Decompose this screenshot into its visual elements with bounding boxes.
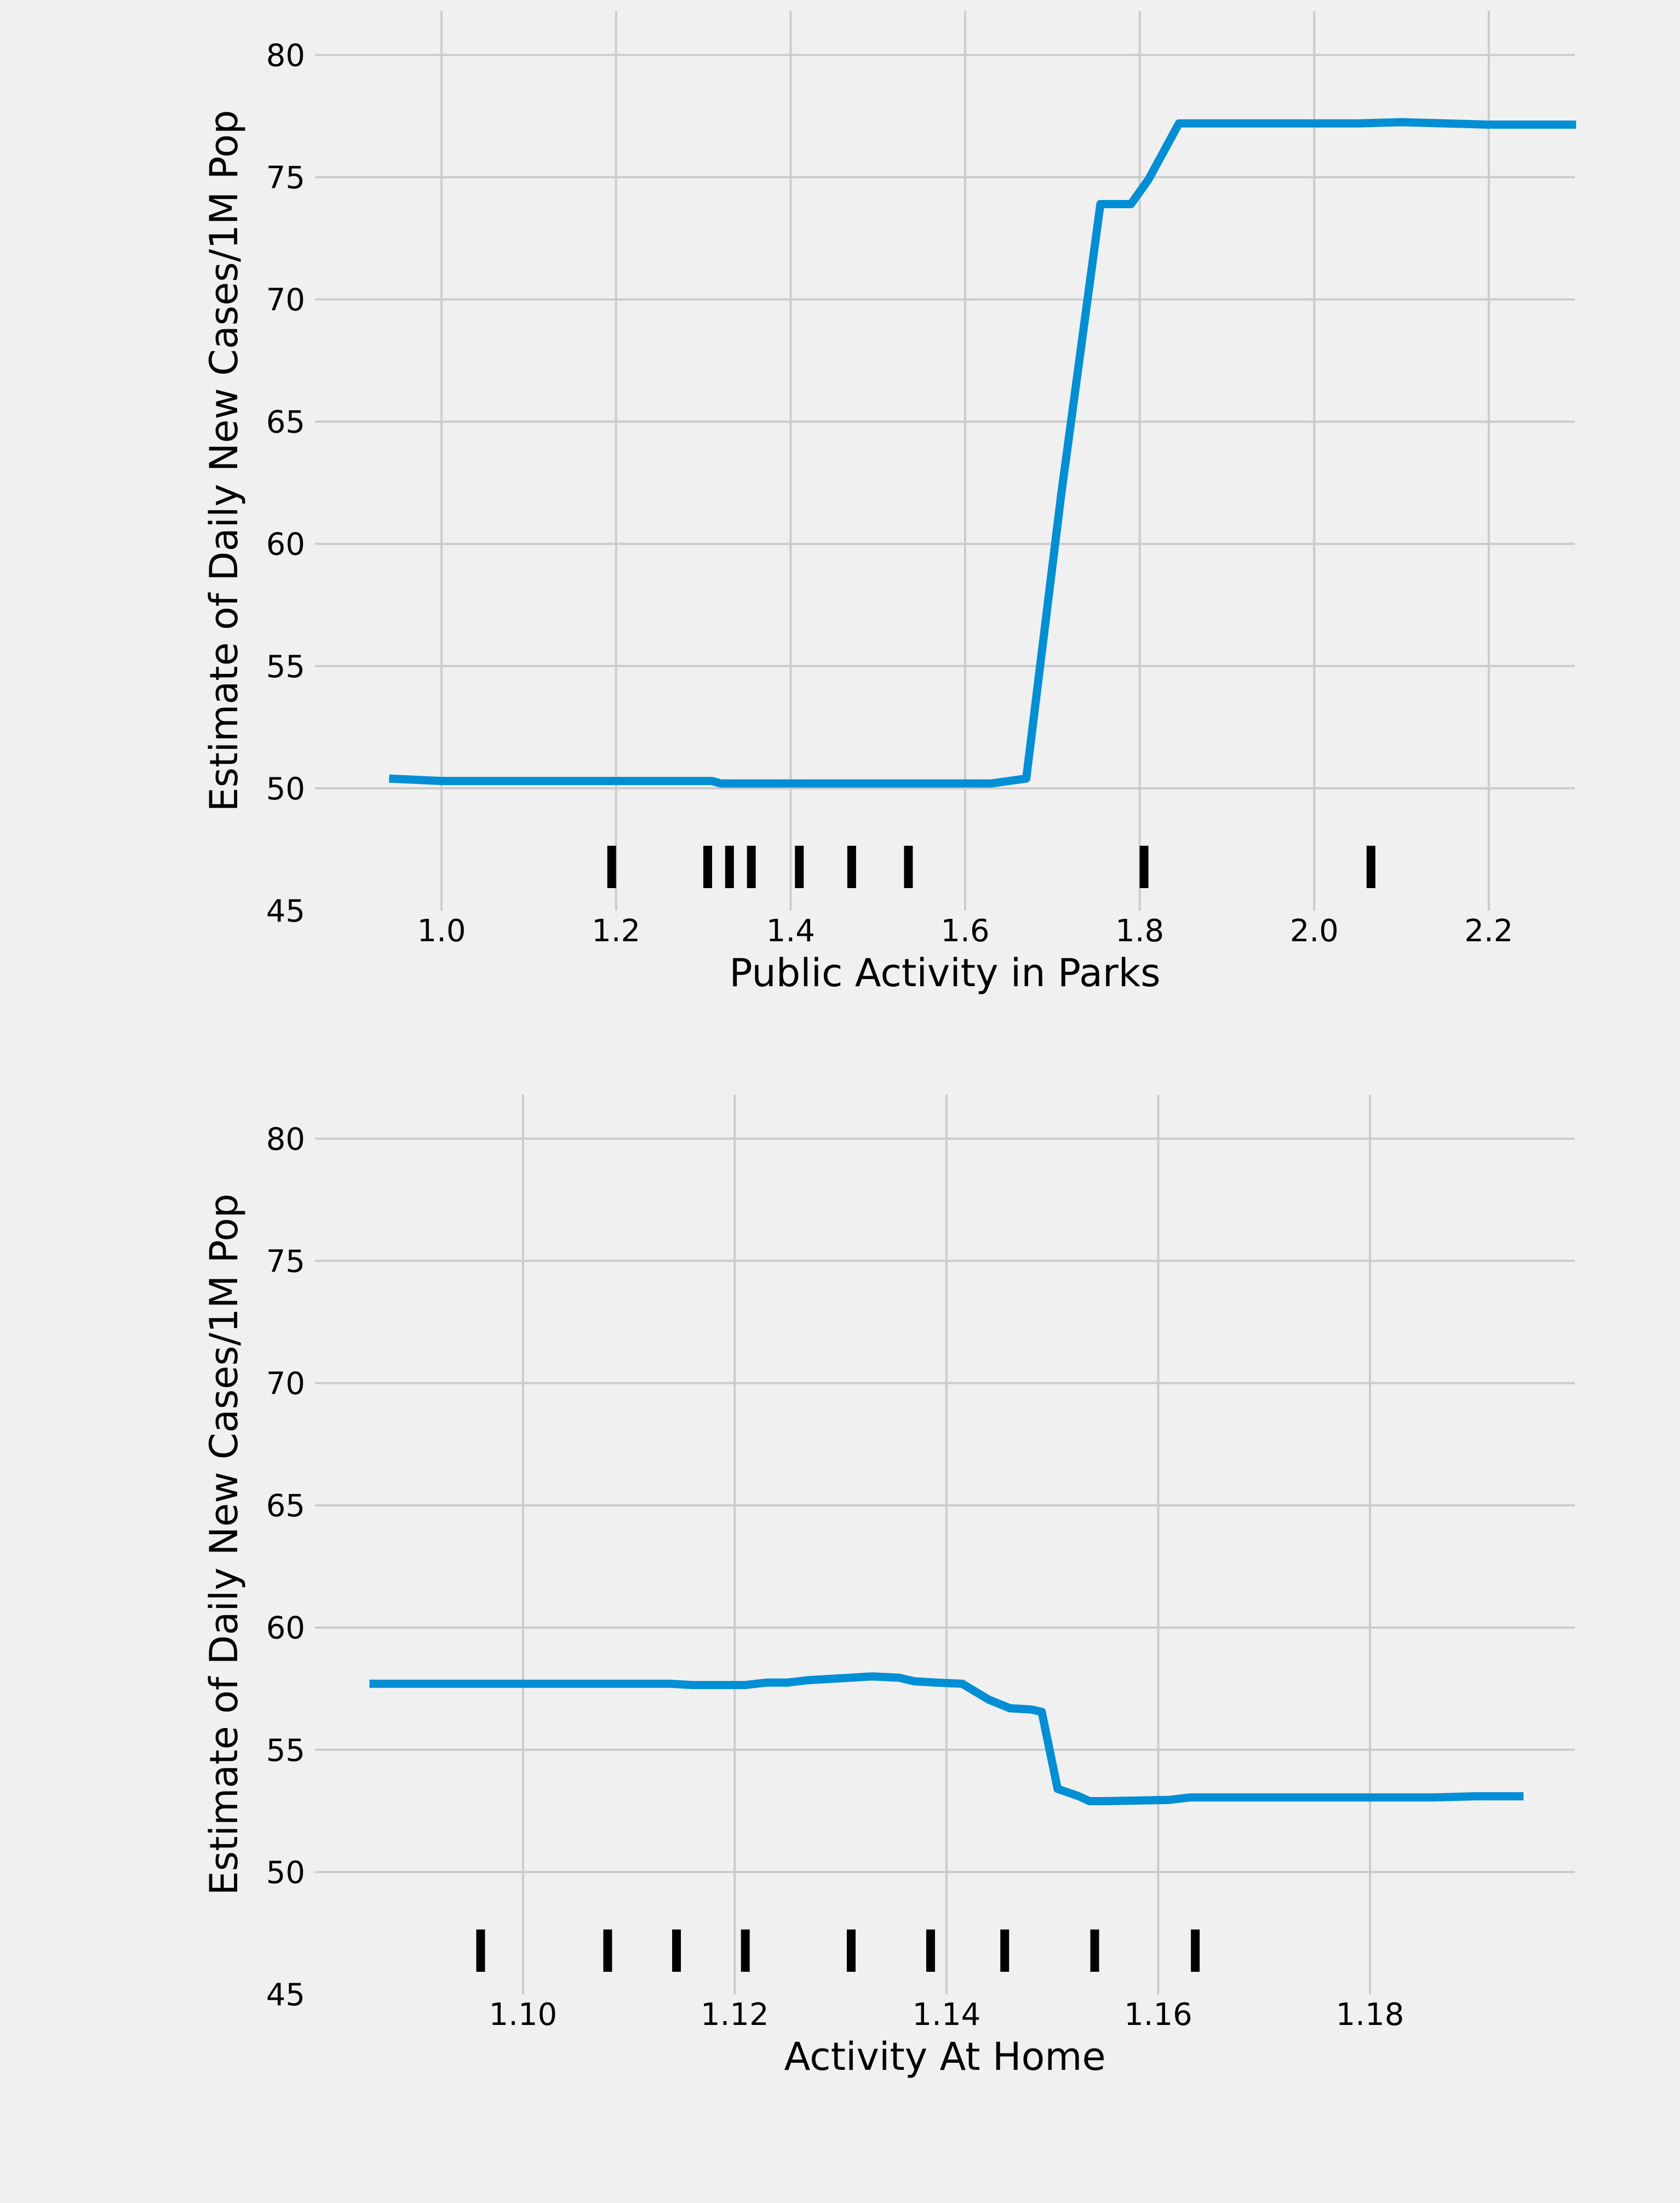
y-tick-label: 55 bbox=[266, 649, 305, 685]
y-tick-label: 45 bbox=[266, 894, 305, 929]
x-tick-label: 1.6 bbox=[941, 913, 989, 949]
x-axis-label: Public Activity in Parks bbox=[729, 951, 1160, 995]
x-tick-label: 1.16 bbox=[1124, 1997, 1192, 2033]
y-axis-label: Estimate of Daily New Cases/1M Pop bbox=[202, 110, 246, 812]
y-tick-label: 75 bbox=[266, 160, 305, 196]
y-tick-label: 70 bbox=[266, 1366, 305, 1402]
x-tick-label: 1.2 bbox=[592, 913, 640, 949]
y-tick-label: 60 bbox=[266, 527, 305, 563]
x-tick-label: 1.10 bbox=[489, 1997, 557, 2033]
y-tick-label: 50 bbox=[266, 771, 305, 807]
y-tick-label: 65 bbox=[266, 405, 305, 440]
series-line bbox=[389, 118, 1576, 788]
x-tick-label: 1.8 bbox=[1115, 913, 1164, 949]
y-tick-label: 45 bbox=[266, 1977, 305, 2013]
x-tick-label: 1.0 bbox=[417, 913, 466, 949]
parks-chart-panel: 45 50 55 60 65 70 75 80 1.0 1.2 1.4 1.6 1.8 2.0 2.2 Pub… bbox=[202, 11, 1576, 995]
y-tick-label: 70 bbox=[266, 283, 305, 318]
x-tick-label: 1.18 bbox=[1336, 1997, 1404, 2033]
y-tick-label: 55 bbox=[266, 1733, 305, 1769]
y-tick-label: 60 bbox=[266, 1611, 305, 1646]
y-axis-label: Estimate of Daily New Cases/1M Pop bbox=[202, 1194, 246, 1896]
y-tick-label: 75 bbox=[266, 1244, 305, 1279]
series-line bbox=[369, 1672, 1524, 1805]
x-tick-label: 1.4 bbox=[766, 913, 815, 949]
x-tick-label: 1.12 bbox=[701, 1997, 769, 2033]
home-chart-panel: 45 50 55 60 65 70 75 80 1.10 1.12 1.14 1.16 1.18 Acti… bbox=[202, 1095, 1575, 2079]
y-tick-label: 80 bbox=[266, 1121, 305, 1157]
y-tick-label: 65 bbox=[266, 1489, 305, 1524]
x-tick-label: 1.14 bbox=[913, 1997, 981, 2033]
x-axis-label: Activity At Home bbox=[784, 2034, 1105, 2079]
y-tick-label: 50 bbox=[266, 1855, 305, 1891]
x-tick-label: 2.2 bbox=[1464, 913, 1513, 949]
y-tick-label: 80 bbox=[266, 38, 305, 73]
x-tick-label: 2.0 bbox=[1290, 913, 1339, 949]
